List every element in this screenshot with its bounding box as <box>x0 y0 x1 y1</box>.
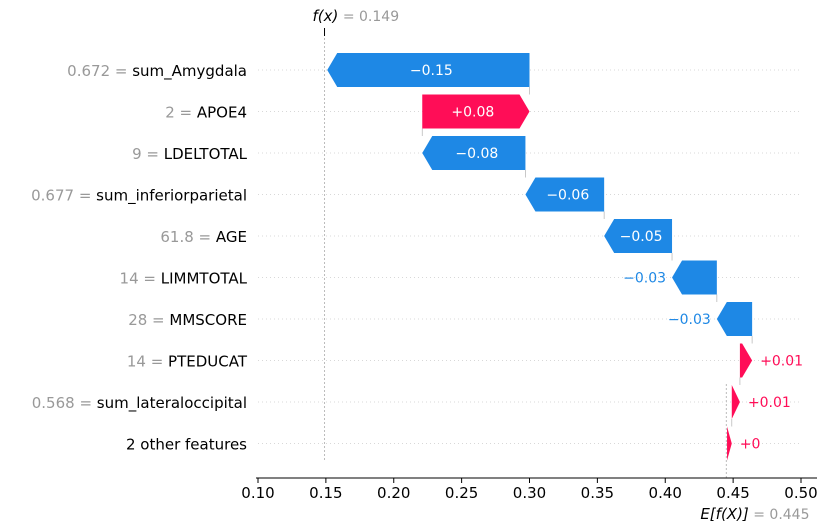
bar-value-label: −0.08 <box>455 146 498 162</box>
fx-label: f(x) <box>313 7 339 25</box>
fx-value: = 0.149 <box>338 9 399 25</box>
feature-name: sum_lateraloccipital <box>97 394 247 413</box>
bar-sum_amygdala <box>327 53 530 87</box>
feature-value: 0.672 = <box>67 62 132 80</box>
bar-value-label: +0.08 <box>451 105 494 121</box>
bar-pteducat <box>739 343 753 378</box>
feature-value: 28 = <box>128 311 169 329</box>
feature-value: 14 = <box>127 352 168 370</box>
feature-name: sum_inferiorparietal <box>96 186 247 205</box>
feature-label: 2 other features <box>126 435 247 453</box>
bar-sum_inferiorparietal <box>525 177 605 212</box>
feature-name: PTEDUCAT <box>168 352 248 370</box>
bar-2-other-features <box>727 426 732 461</box>
bar-age <box>604 219 673 253</box>
bar-value-label: −0.03 <box>668 312 711 328</box>
feature-label: 9 = LDELTOTAL <box>132 145 248 163</box>
bar-ldeltotal <box>422 136 526 170</box>
feature-label: 14 = PTEDUCAT <box>127 352 248 370</box>
x-tick-label: 0.40 <box>649 484 682 502</box>
bar-value-label: −0.06 <box>546 188 589 204</box>
x-tick-label: 0.50 <box>784 484 817 502</box>
feature-value: 2 = <box>165 103 197 121</box>
bar-value-label: +0.01 <box>748 395 791 411</box>
bar-sum_lateraloccipital <box>731 385 740 419</box>
bar-limmtotal <box>672 260 717 295</box>
feature-value: 0.568 = <box>32 394 97 412</box>
efx-annotation: E[f(X)] = 0.445 <box>700 505 809 523</box>
feature-name: LIMMTOTAL <box>161 269 248 287</box>
feature-value: 9 = <box>132 145 164 163</box>
feature-value: 14 = <box>120 269 161 287</box>
feature-label: 2 = APOE4 <box>165 103 247 121</box>
x-tick-label: 0.20 <box>377 484 410 502</box>
efx-value: = 0.445 <box>749 507 810 523</box>
feature-label: 61.8 = AGE <box>160 228 247 246</box>
fx-annotation: f(x) = 0.149 <box>313 7 400 25</box>
feature-name: MMSCORE <box>169 311 247 329</box>
x-tick-label: 0.35 <box>581 484 614 502</box>
feature-value: 0.677 = <box>31 186 96 204</box>
feature-name: AGE <box>216 228 247 246</box>
feature-name: sum_Amygdala <box>132 62 247 81</box>
feature-label: 0.672 = sum_Amygdala <box>67 62 247 81</box>
bar-value-label: +0.01 <box>760 354 803 370</box>
feature-name: APOE4 <box>197 103 247 121</box>
bar-value-label: −0.15 <box>410 63 453 79</box>
x-tick-label: 0.25 <box>445 484 478 502</box>
bar-value-label: +0 <box>740 437 761 453</box>
x-tick-label: 0.45 <box>716 484 749 502</box>
bar-value-label: −0.03 <box>623 271 666 287</box>
efx-label: E[f(X)] <box>700 505 749 523</box>
feature-name: LDELTOTAL <box>164 145 248 163</box>
feature-label: 14 = LIMMTOTAL <box>120 269 248 287</box>
feature-label: 0.677 = sum_inferiorparietal <box>31 186 247 205</box>
x-tick-label: 0.15 <box>309 484 342 502</box>
bar-mmscore <box>716 302 753 336</box>
x-tick-label: 0.10 <box>241 484 274 502</box>
feature-value: 61.8 = <box>160 228 216 246</box>
feature-name: 2 other features <box>126 435 247 453</box>
feature-label: 28 = MMSCORE <box>128 311 247 329</box>
bar-apoe4 <box>422 94 530 129</box>
x-tick-label: 0.30 <box>513 484 546 502</box>
feature-label: 0.568 = sum_lateraloccipital <box>32 394 247 413</box>
bar-value-label: −0.05 <box>620 229 663 245</box>
